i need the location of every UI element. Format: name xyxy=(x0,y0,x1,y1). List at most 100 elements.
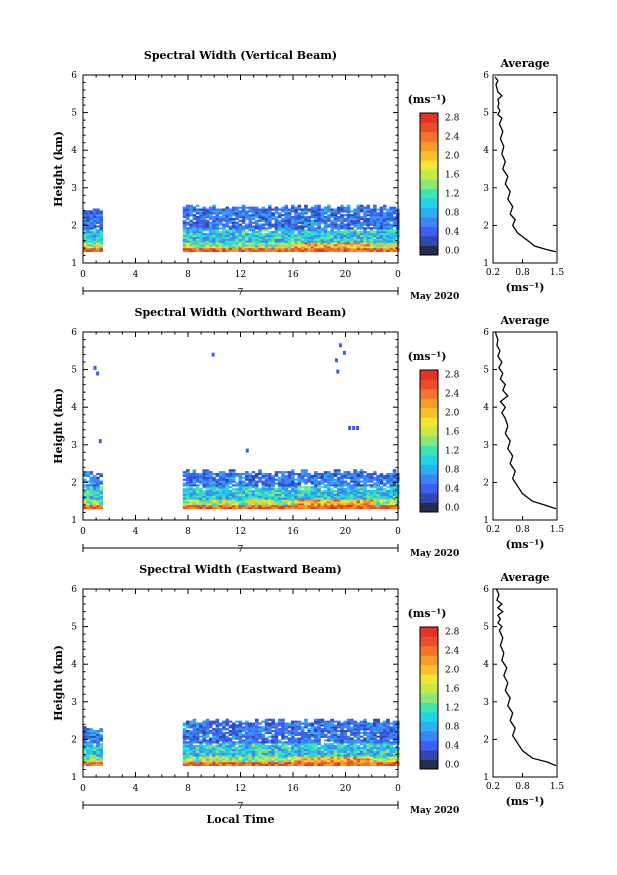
heatmap-cell xyxy=(251,758,256,761)
heatmap-cell xyxy=(284,743,289,746)
heatmap-cell xyxy=(222,471,226,474)
heatmap-cell xyxy=(307,763,312,767)
heatmap-cell xyxy=(92,503,97,506)
heatmap-cell xyxy=(89,234,94,237)
heatmap-cell xyxy=(215,720,220,723)
heatmap-cell xyxy=(245,214,249,217)
heatmap-cell xyxy=(353,221,357,224)
heatmap-cell xyxy=(92,234,97,237)
heatmap-cell xyxy=(389,223,394,226)
heatmap-cell xyxy=(366,754,371,757)
heatmap-cell xyxy=(261,474,266,478)
heatmap-cell xyxy=(304,208,308,211)
heatmap-cell xyxy=(330,480,334,483)
heatmap-cell xyxy=(294,210,298,213)
y-axis-label: Height (km) xyxy=(52,645,65,721)
heatmap-cell xyxy=(373,242,377,245)
heatmap-cell xyxy=(228,474,233,478)
heatmap-cell xyxy=(323,476,328,479)
heatmap-cell xyxy=(287,750,292,753)
heatmap-cell xyxy=(389,217,394,221)
heatmap-cell xyxy=(300,748,305,751)
heatmap-cell xyxy=(209,743,213,746)
heatmap-cell xyxy=(186,743,190,746)
heatmap-cell xyxy=(212,484,216,487)
heatmap-cell xyxy=(225,499,229,502)
heatmap-cell xyxy=(336,722,341,725)
heatmap-cell xyxy=(277,225,282,228)
heatmap-cell xyxy=(314,746,318,750)
heatmap-cell xyxy=(287,480,292,483)
heatmap-cell xyxy=(310,246,315,249)
heatmap-cell xyxy=(281,737,285,740)
heatmap-cell xyxy=(314,758,318,761)
heatmap-cell xyxy=(182,221,187,224)
heatmap-cell xyxy=(300,735,305,738)
heatmap-cell xyxy=(251,240,256,243)
heatmap-cell xyxy=(386,506,390,510)
heatmap-cell xyxy=(228,238,233,241)
heatmap-cell xyxy=(212,219,216,222)
heatmap-cell xyxy=(304,731,308,735)
heatmap-cell xyxy=(356,730,361,733)
heatmap-cell xyxy=(350,484,354,487)
heatmap-cell xyxy=(300,238,305,241)
heatmap-cell xyxy=(202,221,207,224)
heatmap-cell xyxy=(386,232,390,236)
heatmap-cell xyxy=(254,746,259,750)
heatmap-cell xyxy=(199,746,203,750)
heatmap-cell xyxy=(336,244,341,247)
heatmap-cell xyxy=(261,473,266,476)
heatmap-cell xyxy=(291,493,295,496)
heatmap-cell xyxy=(369,214,374,217)
heatmap-cell xyxy=(222,480,226,483)
heatmap-cell xyxy=(284,730,289,733)
heatmap-cell xyxy=(245,246,249,249)
heatmap-cell xyxy=(186,501,190,504)
heatmap-cell xyxy=(274,750,279,753)
heatmap-cell xyxy=(258,488,262,491)
heatmap-cell xyxy=(202,212,207,215)
heatmap-cell xyxy=(373,499,377,502)
heatmap-cell xyxy=(366,480,371,483)
heatmap-cell xyxy=(304,232,308,236)
heatmap-cell xyxy=(320,212,325,215)
heatmap-cell xyxy=(291,204,295,207)
heatmap-cell xyxy=(327,216,331,219)
heatmap-cell xyxy=(392,476,397,479)
heatmap-cell xyxy=(228,473,233,476)
heatmap-cell xyxy=(274,231,279,234)
heatmap-cell xyxy=(241,221,246,224)
heatmap-cell xyxy=(182,240,187,243)
heatmap-cell xyxy=(261,499,266,502)
heatmap-cell xyxy=(271,745,275,748)
heatmap-cell xyxy=(382,234,387,237)
heatmap-cell xyxy=(327,476,331,479)
heatmap-cell xyxy=(189,480,193,483)
heatmap-cell xyxy=(363,760,367,763)
heatmap-cell xyxy=(310,752,315,755)
heatmap-cell xyxy=(225,242,229,245)
heatmap-cell xyxy=(258,495,262,498)
heatmap-cell xyxy=(350,489,354,493)
heatmap-cell xyxy=(195,473,200,476)
heatmap-cell xyxy=(192,236,197,239)
heatmap-cell xyxy=(320,503,325,506)
heatmap-cell xyxy=(346,748,351,751)
heatmap-cell xyxy=(195,752,200,755)
heatmap-cell xyxy=(379,722,384,725)
heatmap-cell xyxy=(392,206,397,209)
heatmap-cell xyxy=(96,760,100,763)
heatmap-cell xyxy=(353,231,357,234)
heatmap-cell xyxy=(323,217,328,221)
heatmap-cell xyxy=(195,499,200,502)
heatmap-cell xyxy=(212,493,216,496)
heatmap-cell xyxy=(271,217,275,221)
heatmap-cell xyxy=(310,486,315,489)
heatmap-cell xyxy=(382,214,387,217)
y-tick-label: 1 xyxy=(71,516,77,526)
heatmap-cell xyxy=(373,249,377,253)
heatmap-cell xyxy=(379,750,384,753)
heatmap-cell xyxy=(284,244,289,247)
heatmap-cell xyxy=(235,247,239,251)
